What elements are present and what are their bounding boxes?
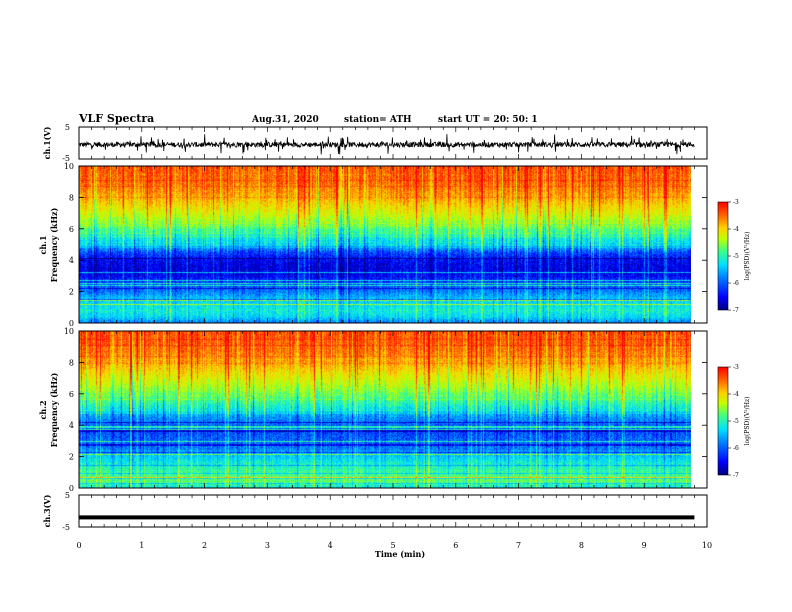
ch2-spectrogram-ylabel-channel: ch.2 xyxy=(38,400,48,419)
colorbar-tick-label: -3 xyxy=(733,364,739,371)
ch3-ytick-5: 5 xyxy=(65,491,70,500)
colorbar-tick-label: -4 xyxy=(733,391,739,398)
ch1-spectrogram-panel: 0 2 4 6 8 10 ch.1 Frequency (kHz) xyxy=(38,162,708,328)
x-tick-labels: 0 1 2 3 4 5 6 7 8 9 10 xyxy=(76,541,712,550)
x-tick-label: 10 xyxy=(702,541,712,550)
spectrogram-ytick-label: 6 xyxy=(69,390,74,399)
ch1-waveform-panel: 5 -5 ch.1(V) xyxy=(42,123,708,163)
spectrogram-ytick-label: 2 xyxy=(69,288,74,297)
spectrogram-ytick-label: 8 xyxy=(69,358,74,367)
figure-title: VLF Spectra xyxy=(78,112,154,125)
date-label: Aug.31, 2020 xyxy=(251,115,319,125)
spectrogram-ytick-label: 8 xyxy=(69,193,74,202)
ch1-spectrogram-yticks: 0 2 4 6 8 10 xyxy=(64,162,707,328)
x-tick-label: 8 xyxy=(579,541,584,550)
colorbar-ch1-label: log(PSD)(V²/Hz) xyxy=(744,232,751,281)
x-axis-label: Time (min) xyxy=(375,549,425,559)
x-tick-label: 0 xyxy=(76,541,81,550)
ch3-waveform-line xyxy=(79,515,695,520)
spectrogram-ytick-label: 2 xyxy=(69,453,74,462)
x-tick-label: 2 xyxy=(202,541,207,550)
ch1-spectrogram-ylabel-frequency: Frequency (kHz) xyxy=(49,207,59,282)
colorbar-tick-label: -6 xyxy=(733,445,739,452)
colorbar-tick-label: -7 xyxy=(733,307,739,314)
spectrogram-ytick-label: 0 xyxy=(69,319,74,328)
ch2-spectrogram-panel: 0 2 4 6 8 10 ch.2 Frequency (kHz) xyxy=(38,327,708,493)
ch1-ytick-neg5: -5 xyxy=(62,154,70,163)
spectrogram-ytick-label: 10 xyxy=(64,327,74,336)
ch3-ytick-neg5: -5 xyxy=(62,523,70,532)
colorbar-tick-label: -5 xyxy=(733,418,739,425)
x-tick-label: 5 xyxy=(390,541,395,550)
ch1-ylabel: ch.1(V) xyxy=(42,126,52,159)
spectrogram-ytick-label: 6 xyxy=(69,225,74,234)
ch1-spectrogram-image xyxy=(79,166,691,323)
colorbar-tick-label: -4 xyxy=(733,226,739,233)
ch2-spectrogram-ylabel-frequency: Frequency (kHz) xyxy=(49,372,59,447)
spectrogram-ytick-label: 4 xyxy=(69,256,74,265)
x-tick-label: 3 xyxy=(265,541,270,550)
spectrogram-ytick-label: 10 xyxy=(64,162,74,171)
start-time-label: start UT = 20: 50: 1 xyxy=(438,115,538,125)
colorbar-tick-label: -6 xyxy=(733,280,739,287)
spectrogram-ytick-label: 0 xyxy=(69,484,74,493)
ch3-ylabel: ch.3(V) xyxy=(42,494,52,527)
colorbar-ch2-ticks: -3 -4 -5 -6 -7 xyxy=(728,364,739,479)
colorbar-tick-label: -7 xyxy=(733,472,739,479)
colorbar-ch2-label: log(PSD)(V²/Hz) xyxy=(744,397,751,446)
x-tick-label: 9 xyxy=(642,541,647,550)
colorbar-tick-label: -5 xyxy=(733,253,739,260)
ch2-spectrogram-image xyxy=(79,331,691,488)
ch1-spectrogram-ylabel-channel: ch.1 xyxy=(38,235,48,254)
colorbar-tick-label: -3 xyxy=(733,199,739,206)
ch2-spectrogram-yticks: 0 2 4 6 8 10 xyxy=(64,327,707,493)
x-tick-label: 4 xyxy=(328,541,333,550)
colorbar-ch1-gradient xyxy=(717,201,729,311)
colorbar-ch2-gradient xyxy=(717,366,729,476)
colorbar-ch1: -3 -4 -5 -6 -7 log(PSD)(V²/Hz) xyxy=(717,199,751,314)
ch1-waveform-line xyxy=(78,134,695,155)
colorbar-ch1-ticks: -3 -4 -5 -6 -7 xyxy=(728,199,739,314)
spectrogram-ytick-label: 4 xyxy=(69,421,74,430)
colorbar-ch2: -3 -4 -5 -6 -7 log(PSD)(V²/Hz) xyxy=(717,364,751,479)
x-tick-label: 6 xyxy=(453,541,458,550)
station-label: station= ATH xyxy=(344,115,412,125)
time-tick-marks xyxy=(78,127,708,527)
x-tick-label: 7 xyxy=(516,541,521,550)
x-tick-label: 1 xyxy=(139,541,144,550)
ch1-ytick-5: 5 xyxy=(65,123,70,132)
